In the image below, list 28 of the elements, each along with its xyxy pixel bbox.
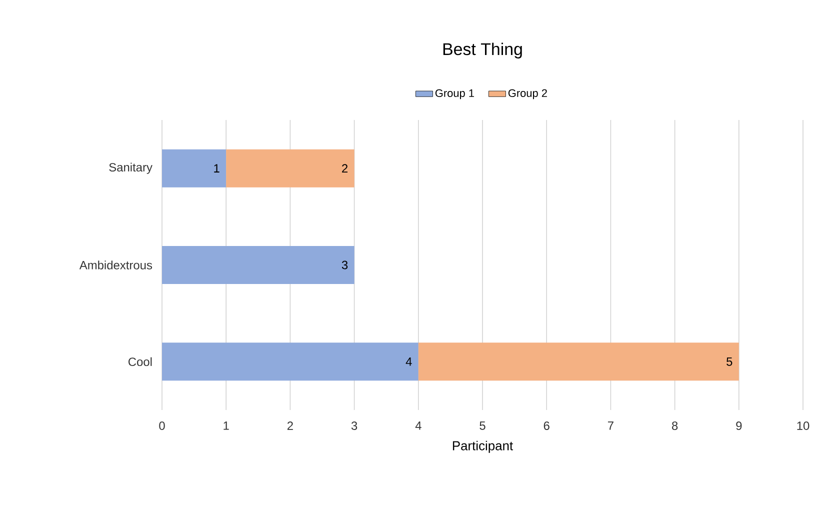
bar bbox=[162, 342, 418, 381]
x-tick-label: 5 bbox=[480, 422, 486, 430]
data-label: 1 bbox=[214, 164, 220, 172]
data-label: 5 bbox=[726, 358, 732, 366]
data-label: 4 bbox=[406, 358, 412, 366]
x-tick-label: 4 bbox=[415, 422, 422, 430]
data-label: 2 bbox=[342, 164, 348, 173]
bar bbox=[162, 246, 354, 284]
chart-title: Best Thing bbox=[443, 42, 522, 58]
y-tick-label: Ambidextrous bbox=[79, 260, 152, 270]
x-tick-label: 6 bbox=[544, 422, 550, 430]
bar bbox=[226, 149, 354, 188]
y-tick-label: Cool bbox=[128, 357, 152, 366]
x-axis-title: Participant bbox=[452, 440, 513, 453]
data-label: 3 bbox=[342, 260, 348, 270]
y-tick-label: Sanitary bbox=[109, 162, 152, 174]
x-tick-label: 1 bbox=[224, 422, 229, 430]
x-tick-label: 0 bbox=[159, 422, 165, 430]
bar bbox=[418, 342, 739, 381]
x-tick-label: 7 bbox=[608, 422, 614, 430]
x-tick-label: 3 bbox=[351, 422, 358, 430]
legend-label: Group 2 bbox=[508, 89, 547, 100]
bar bbox=[162, 149, 226, 188]
x-tick-label: 8 bbox=[672, 422, 678, 430]
x-tick-label: 10 bbox=[797, 422, 810, 430]
x-tick-label: 2 bbox=[287, 422, 293, 430]
legend-label: Group 1 bbox=[435, 89, 474, 100]
x-tick-label: 9 bbox=[736, 422, 742, 430]
